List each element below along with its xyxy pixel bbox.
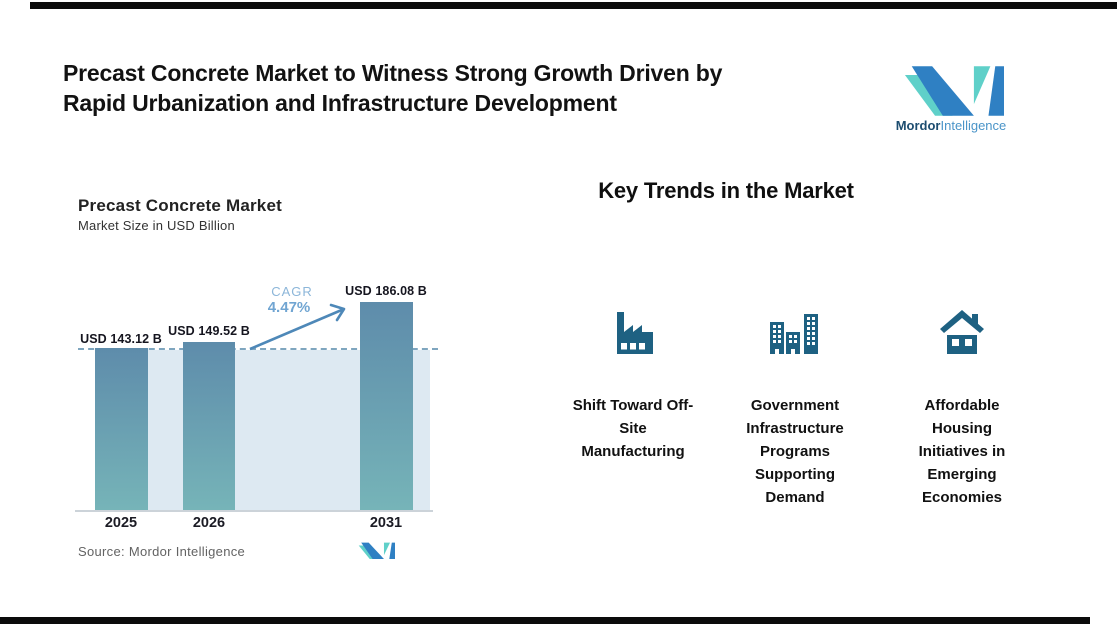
factory-icon [617, 312, 653, 354]
mordor-mini-logo-icon [358, 542, 395, 559]
growth-arrow-icon [249, 303, 346, 351]
bottom-accent-bar [0, 617, 1090, 624]
x-tick-2025: 2025 [104, 515, 138, 531]
bar-2026 [183, 342, 235, 510]
bar-2025 [95, 348, 148, 510]
x-tick-2026: 2026 [192, 515, 226, 531]
bar-value-label-2025: USD 143.12 B [80, 332, 162, 346]
cagr-label: CAGR [271, 284, 313, 299]
trend-item-offsite-manufacturing: Shift Toward Off- Site Manufacturing [553, 306, 713, 460]
bar-2031 [360, 302, 413, 510]
house-icon [940, 310, 984, 354]
trend-label: Affordable Housing Initiatives in Emergi… [918, 397, 1006, 506]
buildings-icon [770, 314, 818, 354]
trends-heading: Key Trends in the Market [598, 178, 854, 203]
chart-subtitle: Market Size in USD Billion [78, 218, 235, 233]
page-title-line1: Precast Concrete Market to Witness Stron… [63, 60, 723, 86]
x-axis-baseline [75, 510, 433, 512]
mordor-logo-wordmark: MordorIntelligence [888, 118, 1014, 133]
bar-value-label-2031: USD 186.08 B [345, 284, 427, 298]
trend-label: Government Infrastructure Programs Suppo… [746, 397, 844, 506]
page-title: Precast Concrete Market to Witness Stron… [63, 58, 863, 118]
top-accent-bar [30, 2, 1117, 9]
logo-text-mordor: Mordor [895, 118, 941, 133]
source-attribution: Source: Mordor Intelligence [78, 544, 246, 559]
chart-title: Precast Concrete Market [78, 196, 282, 215]
x-tick-2031: 2031 [369, 515, 403, 531]
page-title-line2: Rapid Urbanization and Infrastructure De… [63, 90, 617, 116]
logo-text-intelligence: Intelligence [940, 118, 1007, 133]
mordor-logo-icon [904, 66, 1004, 116]
cagr-value: 4.47% [267, 299, 311, 316]
bar-value-label-2026: USD 149.52 B [168, 324, 250, 338]
trend-item-government-infrastructure: Government Infrastructure Programs Suppo… [715, 306, 875, 506]
trend-item-affordable-housing: Affordable Housing Initiatives in Emergi… [882, 306, 1042, 506]
trend-label: Shift Toward Off- Site Manufacturing [572, 397, 694, 460]
reference-dashed-line [78, 348, 438, 350]
